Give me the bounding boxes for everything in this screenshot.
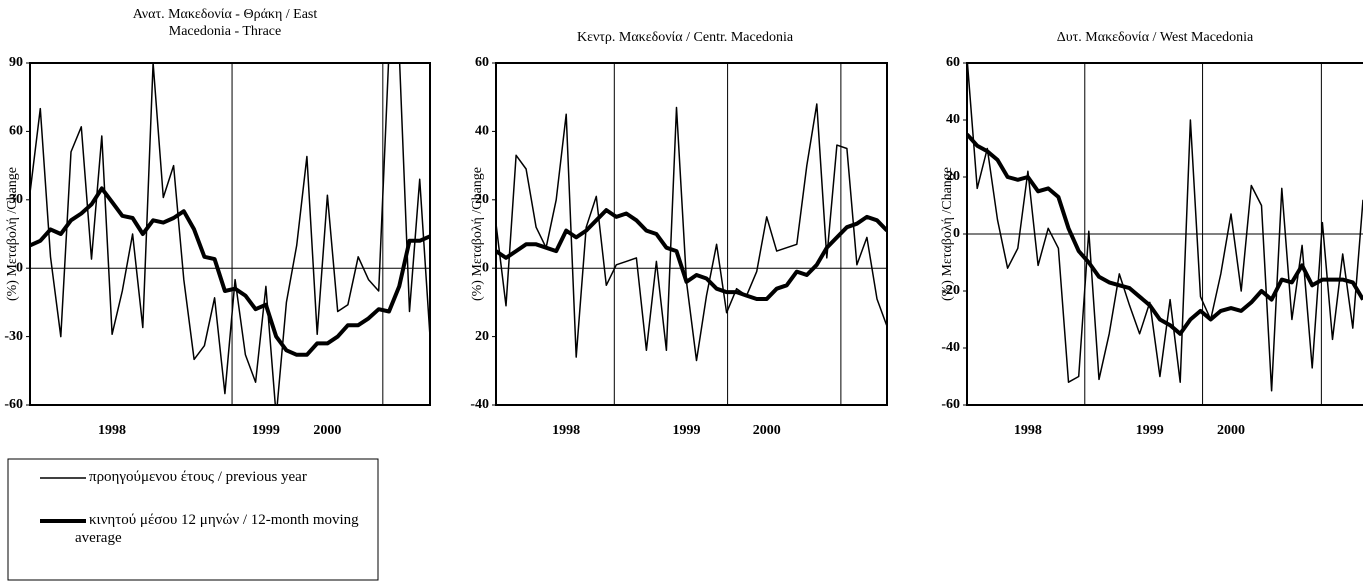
series-line: [967, 132, 1363, 336]
x-tick-label: 2000: [1217, 423, 1245, 438]
y-tick-label: 60: [475, 55, 489, 70]
x-tick-label: 1999: [672, 423, 700, 438]
y-tick-label: -20: [941, 283, 960, 298]
y-tick-label: 40: [946, 112, 960, 127]
series-line: [967, 63, 1363, 392]
chart-title: Κεντρ. Μακεδονία / Centr. Macedonia: [576, 30, 794, 45]
y-tick-label: 30: [9, 192, 23, 207]
series-line: [30, 186, 430, 357]
legend-box: [7, 458, 379, 581]
series-line: [496, 103, 887, 362]
y-axis-label: (%) Μεταβολή /Change: [5, 167, 20, 301]
y-tick-label: 0: [482, 260, 489, 275]
x-tick-label: 1998: [1014, 423, 1042, 438]
y-tick-label: 0: [953, 226, 960, 241]
y-tick-label: 40: [475, 124, 489, 139]
x-tick-label: 2000: [313, 423, 341, 438]
y-axis-label: (%) Μεταβολή /Change: [940, 167, 955, 301]
y-tick-label: 20: [946, 169, 960, 184]
y-tick-label: -40: [941, 340, 960, 355]
series-line: [30, 63, 430, 405]
plot-frame: [29, 62, 431, 406]
y-tick-label: 60: [946, 55, 960, 70]
legend-label: προηγούμενου έτους / previous year: [89, 469, 307, 485]
y-tick-label: 90: [9, 55, 23, 70]
y-axis-label: (%) Μεταβολή /Change: [470, 167, 485, 301]
x-tick-label: 1998: [552, 423, 580, 438]
y-tick-label: -60: [941, 397, 960, 412]
x-tick-label: 2000: [753, 423, 781, 438]
y-tick-label: -30: [4, 329, 23, 344]
x-tick-label: 1999: [1136, 423, 1164, 438]
y-tick-label: -40: [470, 397, 489, 412]
legend-label: κινητού μέσου 12 μηνών / 12-month moving…: [75, 512, 359, 546]
y-tick-label: 20: [475, 192, 489, 207]
x-tick-label: 1999: [252, 423, 280, 438]
plot-frame: [966, 62, 1363, 406]
y-tick-label: -60: [4, 397, 23, 412]
y-tick-label: 0: [16, 260, 23, 275]
x-tick-label: 1998: [98, 423, 126, 438]
chart-title: Ανατ. Μακεδονία - Θράκη / East Macedonia…: [132, 7, 318, 39]
y-tick-label: 60: [9, 124, 23, 139]
plot-frame: [495, 62, 888, 406]
chart-title: Δυτ. Μακεδονία / West Macedonia: [1056, 30, 1254, 45]
y-tick-label: 20: [475, 329, 489, 344]
series-line: [496, 208, 887, 301]
